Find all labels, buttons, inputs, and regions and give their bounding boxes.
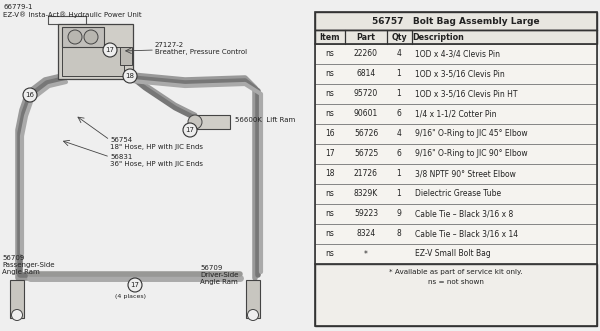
Text: 18: 18 — [125, 73, 134, 79]
Text: ns: ns — [326, 250, 334, 259]
Text: 8: 8 — [397, 229, 401, 239]
Bar — [315, 204, 597, 224]
Text: Item: Item — [320, 32, 340, 41]
Bar — [315, 264, 597, 326]
Text: 1: 1 — [397, 89, 401, 99]
Text: 9/16" O-Ring to JIC 45° Elbow: 9/16" O-Ring to JIC 45° Elbow — [415, 129, 527, 138]
Text: 56757   Bolt Bag Assembly Large: 56757 Bolt Bag Assembly Large — [372, 17, 540, 25]
Text: 56709
Driver-Side
Angle Ram: 56709 Driver-Side Angle Ram — [200, 265, 238, 285]
Bar — [315, 184, 597, 204]
Text: 17: 17 — [325, 150, 335, 159]
Text: ns: ns — [326, 110, 334, 118]
Text: 90601: 90601 — [354, 110, 378, 118]
Text: 9: 9 — [397, 210, 401, 218]
Text: 17: 17 — [106, 47, 115, 53]
Text: *: * — [364, 250, 368, 259]
Circle shape — [128, 278, 142, 292]
Bar — [246, 280, 260, 318]
Bar — [120, 47, 132, 65]
Bar — [62, 47, 124, 76]
Bar — [315, 164, 597, 184]
Text: 6: 6 — [397, 150, 401, 159]
Text: 36" Hose, HP with JIC Ends: 36" Hose, HP with JIC Ends — [110, 161, 203, 167]
Text: 66779-1: 66779-1 — [3, 4, 32, 10]
Text: ns: ns — [326, 89, 334, 99]
Text: 8329K: 8329K — [354, 190, 378, 199]
Circle shape — [248, 309, 259, 320]
Text: 3/8 NPTF 90° Street Elbow: 3/8 NPTF 90° Street Elbow — [415, 169, 516, 178]
Text: Part: Part — [356, 32, 376, 41]
Text: 1OD x 4-3/4 Clevis Pin: 1OD x 4-3/4 Clevis Pin — [415, 50, 500, 59]
Circle shape — [103, 43, 117, 57]
Text: Breather, Pressure Control: Breather, Pressure Control — [155, 49, 247, 55]
Bar — [62, 27, 104, 47]
Text: ns: ns — [326, 210, 334, 218]
Text: 59223: 59223 — [354, 210, 378, 218]
Text: 6814: 6814 — [356, 70, 376, 78]
Text: 1: 1 — [397, 70, 401, 78]
Text: 4: 4 — [397, 50, 401, 59]
Text: Cable Tie – Black 3/16 x 14: Cable Tie – Black 3/16 x 14 — [415, 229, 518, 239]
Text: ns: ns — [326, 190, 334, 199]
Bar — [58, 24, 133, 79]
Text: 56754: 56754 — [110, 137, 132, 143]
Text: Cable Tie – Black 3/16 x 8: Cable Tie – Black 3/16 x 8 — [415, 210, 513, 218]
Text: ns = not shown: ns = not shown — [428, 279, 484, 285]
Text: 6: 6 — [397, 110, 401, 118]
Text: * Available as part of service kit only.: * Available as part of service kit only. — [389, 269, 523, 275]
Text: ns: ns — [326, 229, 334, 239]
Bar — [315, 30, 597, 44]
Bar — [315, 12, 597, 326]
Text: 56709
Passenger-Side
Angle Ram: 56709 Passenger-Side Angle Ram — [2, 255, 55, 275]
Text: 4: 4 — [397, 129, 401, 138]
Bar — [315, 124, 597, 144]
Circle shape — [23, 88, 37, 102]
Text: 1OD x 3-5/16 Clevis Pin: 1OD x 3-5/16 Clevis Pin — [415, 70, 505, 78]
Text: EZ-V® Insta-Act® Hydraulic Power Unit: EZ-V® Insta-Act® Hydraulic Power Unit — [3, 11, 142, 18]
Bar — [315, 84, 597, 104]
Bar — [315, 144, 597, 164]
Circle shape — [123, 69, 137, 83]
Bar — [315, 44, 597, 64]
Text: 17: 17 — [185, 127, 194, 133]
Circle shape — [183, 123, 197, 137]
Text: 18: 18 — [325, 169, 335, 178]
Text: 8324: 8324 — [356, 229, 376, 239]
Bar — [195, 115, 230, 129]
Text: 1/4 x 1-1/2 Cotter Pin: 1/4 x 1-1/2 Cotter Pin — [415, 110, 497, 118]
Text: 1: 1 — [397, 169, 401, 178]
Text: 56725: 56725 — [354, 150, 378, 159]
Bar — [315, 12, 597, 30]
Text: 1: 1 — [397, 190, 401, 199]
Circle shape — [188, 115, 202, 129]
Text: 16: 16 — [325, 129, 335, 138]
Bar — [315, 244, 597, 264]
Text: 21726: 21726 — [354, 169, 378, 178]
Text: 56831: 56831 — [110, 154, 133, 160]
Circle shape — [68, 30, 82, 44]
Text: Dielectric Grease Tube: Dielectric Grease Tube — [415, 190, 501, 199]
Text: Qty: Qty — [391, 32, 407, 41]
Text: 56726: 56726 — [354, 129, 378, 138]
Text: ns: ns — [326, 50, 334, 59]
Text: EZ-V Small Bolt Bag: EZ-V Small Bolt Bag — [415, 250, 491, 259]
Text: (4 places): (4 places) — [115, 294, 146, 299]
Bar — [315, 64, 597, 84]
Circle shape — [11, 309, 23, 320]
Circle shape — [84, 30, 98, 44]
Text: ns: ns — [326, 70, 334, 78]
Text: 16: 16 — [25, 92, 35, 98]
Text: 22260: 22260 — [354, 50, 378, 59]
Text: 18" Hose, HP with JIC Ends: 18" Hose, HP with JIC Ends — [110, 144, 203, 150]
Bar — [315, 224, 597, 244]
Text: Description: Description — [412, 32, 464, 41]
Text: 9/16" O-Ring to JIC 90° Elbow: 9/16" O-Ring to JIC 90° Elbow — [415, 150, 527, 159]
Text: 95720: 95720 — [354, 89, 378, 99]
Text: 27127-2: 27127-2 — [155, 42, 184, 48]
Text: 56600K  Lift Ram: 56600K Lift Ram — [235, 117, 295, 123]
Bar — [10, 280, 24, 318]
Bar — [315, 104, 597, 124]
Text: 1OD x 3-5/16 Clevis Pin HT: 1OD x 3-5/16 Clevis Pin HT — [415, 89, 517, 99]
Text: 17: 17 — [131, 282, 139, 288]
